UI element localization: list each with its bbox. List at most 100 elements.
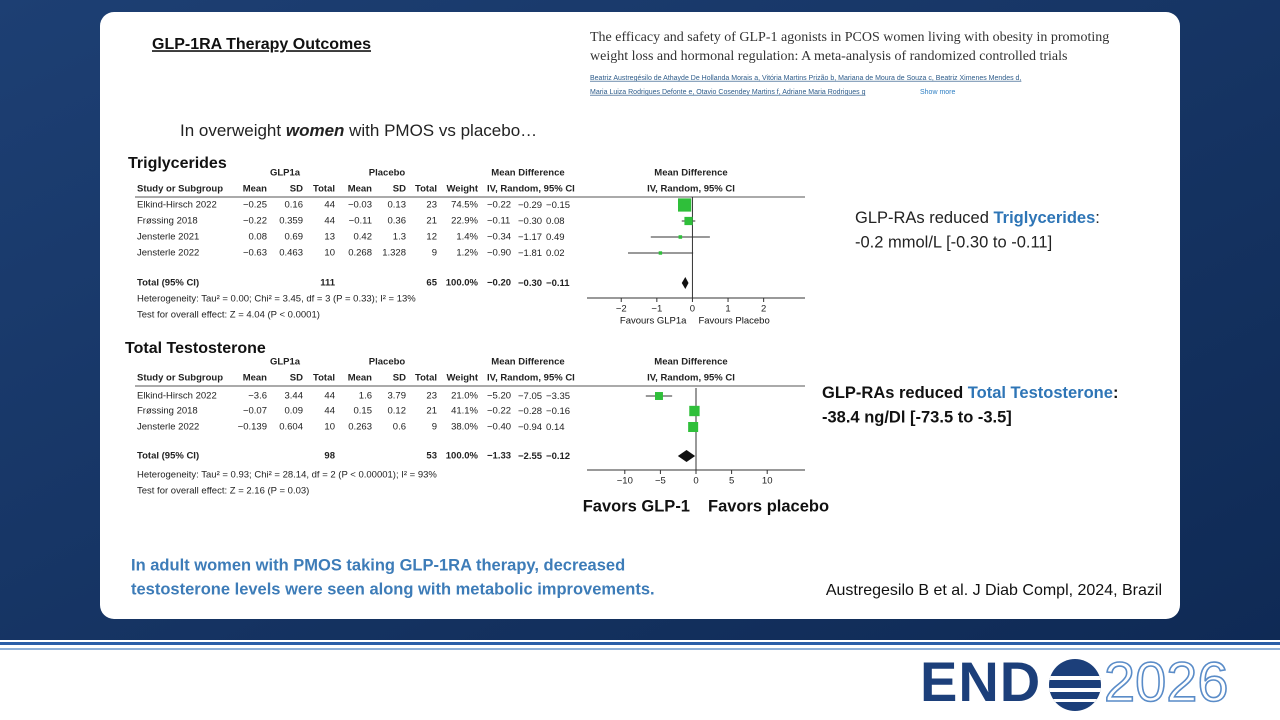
column-header: Weight (447, 184, 479, 195)
cell: 0.604 (279, 422, 303, 433)
ci-high: 0.14 (546, 422, 565, 433)
ci-low: −0.28 (518, 406, 542, 417)
column-header: Mean (348, 184, 372, 195)
forest-title: Triglycerides (128, 155, 227, 172)
cell: 44 (324, 406, 335, 417)
finding-value: -0.2 mmol/L [-0.30 to -0.11] (855, 233, 1052, 251)
cell: 44 (324, 216, 335, 227)
ci-text: −0.30 −0.11 (518, 278, 570, 289)
ci-text: −0.94 0.14 (518, 422, 565, 433)
finding-value: -38.4 ng/Dl [-73.5 to -3.5] (822, 408, 1012, 426)
effect-square (678, 235, 683, 239)
favours-label: Favors GLP-1 (583, 497, 690, 515)
column-header: Weight (447, 373, 479, 384)
subtitle-text: with PMOS vs placebo… (344, 121, 537, 140)
cell: 0.6 (393, 422, 406, 433)
cell: −0.63 (243, 248, 267, 259)
ci-text: −7.05 −3.35 (518, 391, 570, 402)
cell: 1.2% (456, 248, 478, 259)
finding-text: : (1095, 209, 1100, 227)
cell: 1.6 (359, 391, 372, 402)
column-header: IV, Random, 95% CI (487, 373, 575, 384)
cell: −0.03 (348, 200, 372, 211)
ci-text: −1.17 0.49 (518, 232, 565, 243)
cell: −0.07 (243, 406, 267, 417)
logo-text: END (920, 650, 1041, 713)
effect-square (677, 198, 692, 212)
group-header: GLP1a (270, 357, 301, 368)
ci-high: −0.11 (546, 278, 570, 289)
md-value: −1.33 (487, 451, 511, 462)
overall-effect: Test for overall effect: Z = 2.16 (P = 0… (137, 486, 309, 497)
total-diamond (677, 450, 696, 462)
subtitle: In overweight women with PMOS vs placebo… (180, 121, 537, 140)
finding-text: GLP-RAs reduced (855, 209, 993, 227)
x-tick-label: −5 (655, 476, 666, 487)
footer-rule (0, 642, 1280, 645)
ci-high: −3.35 (546, 391, 570, 402)
cell: 21 (426, 216, 437, 227)
ci-text: −1.81 0.02 (518, 248, 565, 259)
x-tick-label: 2 (761, 304, 766, 315)
cell: 0.463 (279, 248, 303, 259)
cell: 3.79 (388, 391, 407, 402)
cell: 10 (324, 422, 335, 433)
md-header: Mean Difference (491, 357, 564, 368)
md-header: Mean Difference (491, 168, 564, 179)
cell: 23 (426, 391, 437, 402)
md-header: Mean Difference (654, 168, 727, 179)
x-tick-label: 10 (762, 476, 773, 487)
ci-text: −0.28 −0.16 (518, 406, 570, 417)
column-header: Total (313, 184, 335, 195)
cell: 0.12 (388, 406, 407, 417)
cell: 38.0% (451, 422, 478, 433)
conclusion: testosterone levels were seen along with… (131, 580, 655, 598)
forest-title: Total Testosterone (125, 340, 266, 357)
cell: −0.11 (349, 216, 372, 227)
ci-low: −2.55 (518, 451, 543, 462)
effect-square (658, 251, 663, 255)
total-n: 111 (320, 278, 336, 289)
cell: 74.5% (451, 200, 478, 211)
ci-low: −1.81 (518, 248, 542, 259)
subtitle-emphasis: women (286, 121, 345, 140)
forest-plots: Triglycerides GLP1a Placebo Mean Difference… (125, 155, 829, 515)
column-header: SD (290, 184, 303, 195)
ci-text: −0.29 −0.15 (518, 200, 570, 211)
ci-low: −0.30 (518, 278, 542, 289)
cell: Frøssing 2018 (137, 216, 198, 227)
effect-square (689, 405, 700, 417)
total-diamond (681, 277, 689, 289)
cell: 21 (426, 406, 437, 417)
finding-text: : (1113, 384, 1119, 402)
cell: Jensterle 2022 (137, 422, 199, 433)
cell: 0.16 (285, 200, 304, 211)
cell: 12 (426, 232, 437, 243)
cell: 1.4% (456, 232, 478, 243)
effect-square (688, 421, 699, 433)
cell: 0.15 (354, 406, 373, 417)
cell: −3.6 (248, 391, 267, 402)
md-subheader: IV, Random, 95% CI (647, 184, 735, 195)
cell: Frøssing 2018 (137, 406, 198, 417)
favours-label: Favors placebo (708, 497, 829, 515)
total-weight: 100.0% (446, 278, 479, 289)
ci-low: −0.30 (518, 216, 542, 227)
md-subheader: IV, Random, 95% CI (647, 373, 735, 384)
cell: 9 (432, 422, 437, 433)
paper-authors: Beatriz Austregésilo de Athayde De Holla… (590, 75, 1021, 82)
x-tick-label: −1 (651, 304, 662, 315)
show-more[interactable]: Show more (920, 89, 956, 96)
ci-high: −0.12 (546, 451, 570, 462)
cell: 1.328 (382, 248, 406, 259)
subtitle-text: In overweight (180, 121, 286, 140)
ci-high: 0.02 (546, 248, 565, 259)
cell: 21.0% (451, 391, 478, 402)
ci-low: −0.29 (518, 200, 542, 211)
md-header: Mean Difference (654, 357, 727, 368)
column-header: Total (313, 373, 335, 384)
paper-authors: Maria Luiza Rodrigues Defonte e, Otavio … (590, 89, 866, 96)
finding-highlight: Total Testosterone (968, 384, 1113, 402)
finding: GLP-RAs reduced Triglycerides: (855, 209, 1100, 227)
md-value: −0.22 (487, 406, 511, 417)
